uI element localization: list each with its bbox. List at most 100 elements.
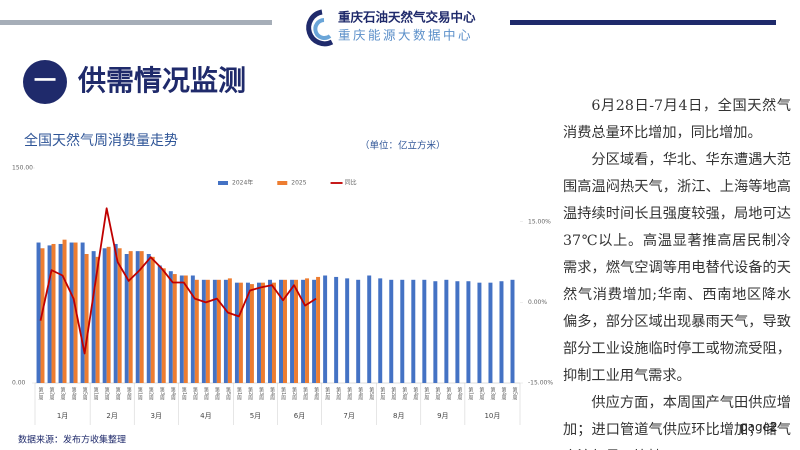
x-tick-label: 第2周: [291, 386, 297, 401]
legend-swatch: [277, 181, 288, 185]
bar: [422, 279, 427, 383]
x-tick-label: 第4周: [357, 386, 363, 401]
bar: [301, 279, 306, 383]
bar: [367, 275, 372, 383]
x-tick-label: 第3周: [302, 386, 308, 401]
bar: [389, 279, 394, 383]
x-tick-label: 第3周: [159, 386, 165, 401]
bar: [477, 282, 482, 383]
header-sub-org: 重庆能源大数据中心: [338, 28, 473, 43]
section-badge: [23, 60, 67, 104]
bar: [95, 256, 100, 383]
bar: [194, 279, 199, 383]
x-tick-label: 第2周: [104, 386, 110, 401]
x-tick-label: 第1周: [236, 386, 242, 401]
x-tick-label: 第2周: [390, 386, 396, 401]
x-tick-label: 第5周: [368, 386, 374, 401]
bar: [268, 279, 272, 383]
y2-tick-label: -15.00%: [528, 380, 553, 387]
x-tick-label: 第1周: [137, 386, 143, 401]
bar: [312, 279, 317, 383]
x-tick-label: 第3周: [258, 386, 264, 401]
bar: [172, 274, 177, 383]
bar: [411, 279, 416, 383]
bar: [157, 265, 162, 383]
month-label: 10月: [484, 412, 500, 420]
x-tick-label: 第5周: [225, 386, 231, 401]
bar: [62, 239, 67, 383]
bar: [117, 248, 122, 383]
bar: [305, 278, 310, 383]
x-tick-label: 第4周: [456, 386, 462, 401]
bar: [128, 251, 133, 383]
bar: [223, 279, 228, 383]
source: 数据来源：发布方收集整理: [18, 434, 126, 446]
x-tick-label: 第2周: [434, 386, 440, 401]
unit-label: （单位：亿立方米）: [360, 140, 446, 152]
x-tick-label: 第1周: [467, 386, 473, 401]
x-tick-label: 第4周: [500, 386, 506, 401]
x-tick-label: 第2周: [49, 386, 55, 401]
bar: [227, 278, 232, 383]
bar: [91, 251, 96, 383]
month-label: 5月: [250, 412, 261, 420]
month-label: 3月: [151, 412, 162, 420]
x-tick-label: 第2周: [192, 386, 198, 401]
section-number: 一: [34, 69, 56, 94]
bar: [168, 271, 173, 383]
bar: [102, 248, 107, 383]
header-bar-right: [510, 20, 776, 25]
logo: [306, 9, 334, 47]
paragraph: 分区域看，华北、华东遭遇大范围高温闷热天气，浙江、上海等地高温持续时间长且强度较…: [563, 152, 791, 384]
bar: [161, 268, 166, 383]
bar: [150, 256, 155, 383]
bar: [316, 276, 321, 383]
bar: [400, 279, 405, 383]
x-tick-label: 第1周: [93, 386, 99, 401]
chart-title: 全国天然气周消费量走势: [24, 132, 178, 149]
x-tick-label: 第4周: [214, 386, 220, 401]
legend-label: 同比: [345, 179, 357, 187]
x-tick-label: 第3周: [115, 386, 121, 401]
x-tick-label: 第4周: [269, 386, 275, 401]
bar: [135, 251, 140, 383]
y2-tick-label: 0.00%: [528, 299, 547, 306]
x-tick-label: 第3周: [203, 386, 209, 401]
bar: [488, 282, 493, 383]
month-label: 9月: [437, 412, 448, 420]
bar: [205, 279, 210, 383]
x-tick-label: 第2周: [247, 386, 253, 401]
x-tick-label: 第2周: [335, 386, 341, 401]
header-org: 重庆石油天然气交易中心: [338, 10, 476, 25]
bar: [234, 282, 239, 383]
bar: [245, 282, 250, 383]
legend-label: 2025: [291, 180, 306, 187]
x-tick-label: 第1周: [280, 386, 286, 401]
bar: [113, 243, 118, 383]
bar: [36, 242, 41, 383]
commentary: 6月28日-7月4日，全国天然气消费总量环比增加，同比增加。 分区域看，华北、华东…: [563, 93, 791, 450]
page-number: page2: [740, 420, 778, 434]
bar: [124, 254, 129, 383]
month-label: 7月: [343, 412, 354, 420]
bar: [290, 279, 295, 383]
bar: [106, 246, 111, 383]
x-tick-label: 第3周: [445, 386, 451, 401]
bar: [84, 254, 89, 383]
bar: [334, 276, 339, 383]
legend-label: 2024年: [232, 179, 253, 187]
bar: [499, 281, 504, 383]
x-tick-label: 第4周: [170, 386, 176, 401]
bar: [183, 275, 188, 383]
x-tick-label: 第1周: [379, 386, 385, 401]
legend-swatch: [218, 181, 228, 185]
bar: [69, 242, 74, 383]
bar: [256, 282, 261, 383]
header-bar-left: [0, 20, 272, 25]
bar: [510, 279, 515, 383]
bar: [146, 254, 151, 383]
bar: [212, 279, 217, 383]
bar: [455, 281, 460, 383]
bar: [444, 279, 449, 383]
